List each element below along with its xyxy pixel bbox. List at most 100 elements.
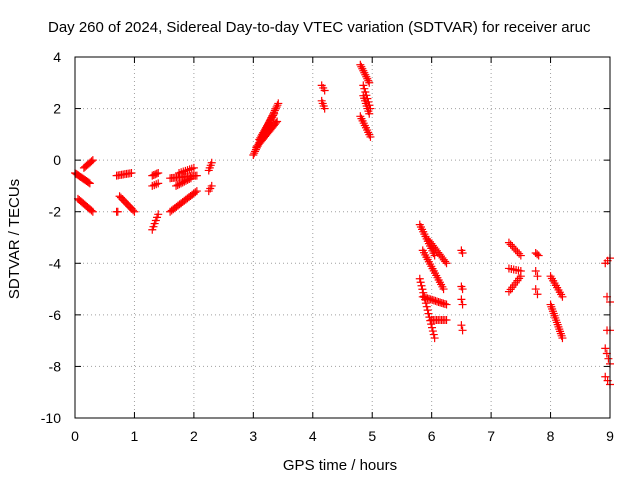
x-tick-label: 2 (190, 428, 198, 444)
x-tick-label: 1 (131, 428, 139, 444)
x-axis-label: GPS time / hours (283, 457, 397, 474)
data-point (601, 344, 610, 353)
data-point (442, 259, 451, 268)
data-point (127, 169, 136, 178)
data-point (417, 281, 426, 290)
data-point (186, 174, 195, 183)
data-point (428, 323, 437, 332)
y-tick-label: 2 (53, 101, 61, 117)
data-point (178, 178, 187, 187)
data-point (360, 68, 369, 77)
data-point (415, 274, 424, 283)
data-point (181, 176, 190, 185)
x-tick-label: 5 (368, 428, 376, 444)
x-tick-label: 7 (487, 428, 495, 444)
data-point (88, 156, 97, 165)
data-point (602, 349, 611, 358)
data-point (88, 207, 97, 216)
data-point (185, 175, 194, 184)
x-tick-label: 6 (428, 428, 436, 444)
data-point (192, 171, 201, 180)
data-point (360, 84, 369, 93)
data-point (148, 181, 157, 190)
data-point (267, 114, 276, 123)
data-points (71, 60, 614, 389)
data-point (264, 120, 273, 129)
data-point (534, 251, 543, 260)
axis-ticks (74, 56, 611, 419)
data-point (457, 321, 466, 330)
data-point (172, 181, 181, 190)
data-point (273, 117, 282, 126)
data-point (366, 132, 375, 141)
data-point (458, 285, 467, 294)
data-point (558, 292, 567, 301)
data-point (87, 157, 96, 166)
data-point (262, 123, 271, 132)
data-point (175, 180, 184, 189)
data-point (256, 133, 265, 142)
x-tick-label: 9 (606, 428, 614, 444)
data-point (506, 240, 515, 249)
data-point (429, 330, 438, 339)
data-point (154, 179, 163, 188)
data-point (364, 76, 373, 85)
data-point (531, 285, 540, 294)
data-point (359, 66, 368, 75)
x-tick-label: 4 (309, 428, 317, 444)
data-point (272, 102, 281, 111)
chart-title: Day 260 of 2024, Sidereal Day-to-day VTE… (48, 19, 591, 36)
data-point (113, 207, 122, 216)
data-point (362, 91, 371, 100)
data-point (173, 181, 182, 190)
data-point (130, 207, 139, 216)
data-point (255, 135, 264, 144)
data-point (152, 169, 161, 178)
data-point (154, 210, 163, 219)
data-point (191, 188, 200, 197)
data-point (249, 150, 258, 159)
data-point (207, 158, 216, 167)
data-point (416, 278, 425, 287)
data-point (180, 177, 189, 186)
data-point (260, 126, 269, 135)
y-axis-label: SDTVAR / TECUs (6, 179, 23, 299)
data-point (439, 285, 448, 294)
data-point (271, 104, 280, 113)
data-point (183, 175, 192, 184)
data-point (365, 109, 374, 118)
data-point (320, 86, 329, 95)
data-point (257, 132, 266, 141)
data-point (259, 128, 268, 137)
data-point (361, 70, 370, 79)
y-tick-label: 0 (53, 152, 61, 168)
data-point (424, 309, 433, 318)
data-point (458, 300, 467, 309)
data-point (358, 64, 367, 73)
data-point (516, 251, 525, 260)
data-point (274, 99, 283, 108)
data-point (273, 101, 282, 110)
data-point (558, 334, 567, 343)
data-point (266, 116, 275, 125)
data-point (422, 302, 431, 311)
y-tick-label: -10 (41, 410, 61, 426)
data-point (87, 206, 96, 215)
data-point (359, 81, 368, 90)
data-point (85, 179, 94, 188)
data-point (423, 306, 432, 315)
data-point (441, 257, 450, 266)
data-point (361, 87, 370, 96)
data-point (365, 78, 374, 87)
x-tick-label: 3 (249, 428, 257, 444)
data-point (177, 179, 186, 188)
data-point (207, 181, 216, 190)
data-point (510, 244, 519, 253)
y-tick-labels: -10 -8 -6 -4 -2 0 2 4 (41, 49, 61, 426)
data-point (430, 334, 439, 343)
data-point (258, 130, 267, 139)
data-point (366, 104, 375, 113)
data-point (533, 272, 542, 281)
data-point (458, 248, 467, 257)
